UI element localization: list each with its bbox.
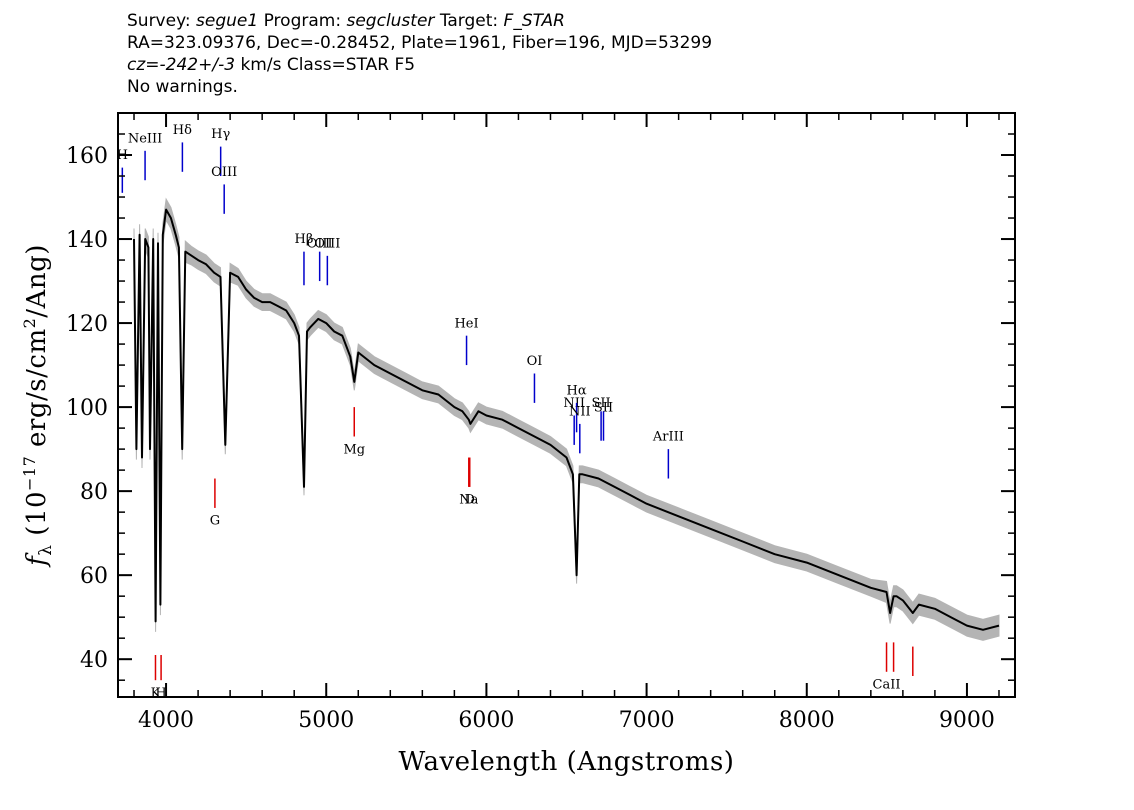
y-label-exponent: −17: [20, 456, 39, 491]
emission-line-label: NeIII: [128, 131, 162, 146]
emission-line-label: NII: [563, 396, 585, 411]
emission-line-label: Hγ: [211, 127, 230, 142]
program-value: segcluster: [346, 11, 435, 31]
y-label-prefix: (10: [22, 491, 52, 545]
y-axis-label: fλ (10−17 erg/s/cm2/Ang): [20, 244, 56, 568]
absorption-line-label: G: [210, 514, 220, 529]
absorption-line-label: K: [151, 686, 161, 701]
y-tick-label: 120: [66, 312, 108, 337]
spectrum-header: Survey: segue1 Program: segcluster Targe…: [127, 10, 1107, 98]
cz-key: cz=: [127, 55, 160, 75]
emission-line-label: Hβ: [295, 232, 314, 247]
axes-layer: 4000 5000 6000 7000 8000 9000 40 60 80 100 120 140 1…: [66, 112, 1016, 733]
target-key: Target:: [439, 11, 499, 31]
y-tick-label: 60: [80, 564, 108, 589]
x-tick-label: 4000: [138, 708, 194, 733]
absorption-line-label: CaII: [873, 678, 901, 693]
x-axis-label: Wavelength (Angstroms): [399, 747, 735, 777]
emission-line-label: OI: [527, 354, 543, 369]
y-label-square: 2: [20, 318, 39, 329]
absorption-line-label: D: [465, 493, 475, 508]
target-value: F_STAR: [503, 11, 565, 31]
program-key: Program:: [263, 11, 342, 31]
survey-value: segue1: [196, 11, 259, 31]
emission-line-label: OIII: [314, 236, 340, 251]
y-tick-label: 100: [66, 396, 108, 421]
emission-line-label: Hα: [567, 383, 587, 398]
absorption-line-label: Mg: [343, 442, 365, 457]
emission-line-label: ArIII: [652, 430, 684, 445]
survey-key: Survey:: [127, 11, 191, 31]
x-tick-label: 6000: [458, 708, 514, 733]
y-label-suffix: /Ang): [22, 244, 52, 318]
emission-line-label: SII: [592, 396, 611, 411]
emission-line-label: OIII: [307, 236, 333, 251]
y-tick-label: 80: [80, 480, 108, 505]
absorption-line-label: Na: [459, 493, 478, 508]
absorption-line-label: H: [155, 686, 166, 701]
y-label-lambda: λ: [36, 544, 56, 555]
x-tick-label: 7000: [619, 708, 675, 733]
header-line-2: RA=323.09376, Dec=-0.28452, Plate=1961, …: [127, 33, 713, 53]
x-tick-label: 9000: [939, 708, 995, 733]
spectrum-layer: [133, 208, 1000, 631]
x-tick-label: 5000: [298, 708, 354, 733]
emission-line-label: NII: [569, 405, 591, 420]
emission-line-label: Hδ: [173, 123, 192, 138]
y-tick-label: 160: [66, 144, 108, 169]
header-line-3: cz=-242+/-3 km/s Class=STAR F5: [127, 54, 1107, 76]
error-band-layer: [133, 197, 1000, 641]
y-label-f: f: [22, 552, 52, 568]
y-tick-label: 140: [66, 228, 108, 253]
y-label-units: erg/s/cm: [22, 328, 52, 455]
emission-line-label: SII: [594, 400, 613, 415]
error-band: [133, 197, 1000, 641]
line-markers-layer: HNeIIIHδHγOIIIHβOIIIOIIIHeIOINIIHαNIISII…: [117, 123, 914, 701]
spectrum-line: [133, 208, 1000, 631]
header-line-1: Survey: segue1 Program: segcluster Targe…: [127, 10, 1107, 32]
x-tick-label: 8000: [779, 708, 835, 733]
emission-line-label: HeI: [454, 316, 478, 331]
header-line-4: No warnings.: [127, 77, 238, 97]
class-info: km/s Class=STAR F5: [240, 55, 416, 75]
emission-line-label: OIII: [211, 165, 237, 180]
y-tick-label: 40: [80, 648, 108, 673]
cz-value: -242+/-3: [159, 55, 236, 75]
plot-frame: [117, 112, 1016, 698]
